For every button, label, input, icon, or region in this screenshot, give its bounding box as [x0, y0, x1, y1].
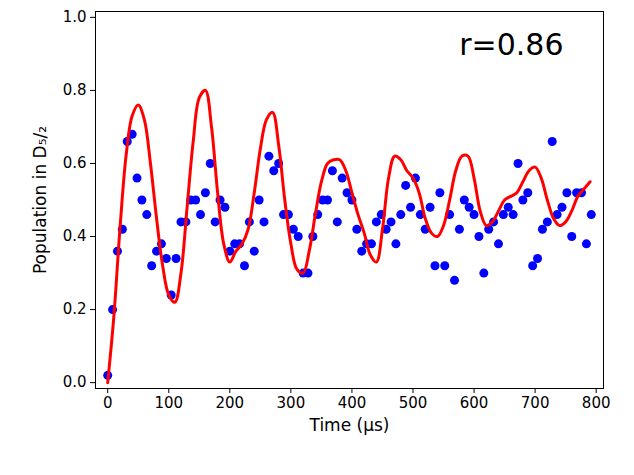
svg-text:0.2: 0.2: [63, 300, 87, 318]
svg-text:1.0: 1.0: [63, 8, 87, 26]
svg-text:400: 400: [338, 394, 367, 412]
svg-text:0.6: 0.6: [63, 154, 87, 172]
svg-text:0.4: 0.4: [63, 227, 87, 245]
svg-text:600: 600: [460, 394, 489, 412]
svg-text:300: 300: [277, 394, 306, 412]
svg-text:800: 800: [582, 394, 611, 412]
svg-text:Time (μs): Time (μs): [309, 415, 390, 435]
svg-text:r=0.86: r=0.86: [459, 27, 563, 62]
svg-text:0.0: 0.0: [63, 373, 87, 391]
svg-text:500: 500: [399, 394, 428, 412]
svg-text:700: 700: [521, 394, 550, 412]
svg-text:100: 100: [154, 394, 183, 412]
svg-text:0: 0: [103, 394, 113, 412]
svg-text:200: 200: [216, 394, 245, 412]
svg-text:Population in D₅/₂: Population in D₅/₂: [30, 126, 50, 274]
svg-text:0.8: 0.8: [63, 81, 87, 99]
